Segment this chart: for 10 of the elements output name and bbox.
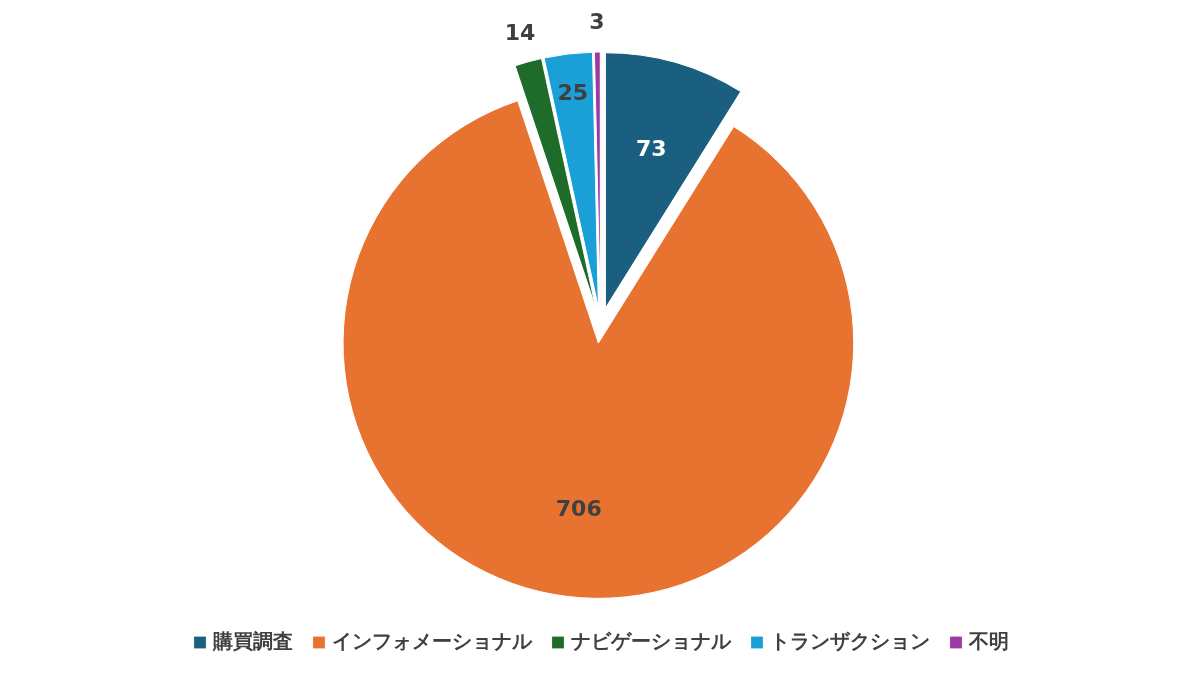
legend-label: インフォメーショナル xyxy=(331,628,532,655)
data-label: 14 xyxy=(504,19,536,45)
data-label: 73 xyxy=(635,136,667,162)
data-label: 25 xyxy=(557,79,589,105)
data-label: 706 xyxy=(555,496,602,522)
legend-label: ナビゲーショナル xyxy=(570,628,731,655)
legend-label: トランザクション xyxy=(769,628,930,655)
legend-label: 購買調査 xyxy=(212,628,293,655)
legend-label: 不明 xyxy=(968,628,1009,655)
data-label: 3 xyxy=(589,8,605,34)
